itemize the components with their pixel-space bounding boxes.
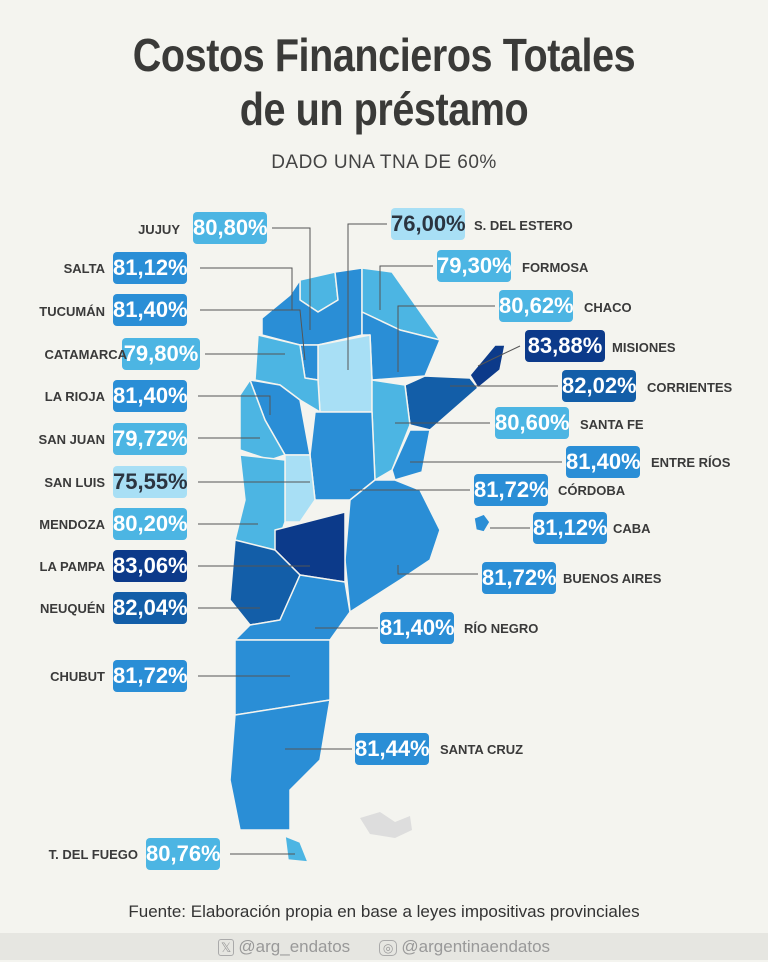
value-neuquen: 82,04% [113,592,188,624]
footer: 𝕏 @arg_endatos ◎ @argentinaendatos [0,933,768,960]
subtitle: DADO UNA TNA DE 60% [271,152,497,173]
province-san-luis [284,454,316,523]
label-salta: SALTA [63,261,105,276]
province-buenos-aires [344,479,441,613]
value-formosa: 79,30% [437,250,512,282]
malvinas-islands [360,812,412,838]
label-la-pampa: LA PAMPA [39,559,105,574]
value-buenos-aires: 81,72% [482,562,557,594]
label-misiones: MISIONES [612,340,676,355]
instagram-text: @argentinaendatos [401,937,551,956]
value-la-rioja: 81,40% [113,380,188,412]
label-jujuy: JUJUY [138,222,180,237]
province-cordoba [309,411,376,501]
value-santa-fe: 80,60% [495,407,570,439]
value-entre-rios: 81,40% [566,446,641,478]
label-cordoba: CÓRDOBA [558,483,626,498]
value-rio-negro: 81,40% [380,612,455,644]
instagram-handle[interactable]: ◎ @argentinaendatos [378,937,551,956]
label-santa-fe: SANTA FE [580,417,644,432]
value-mendoza: 80,20% [113,508,188,540]
instagram-icon: ◎ [378,940,398,956]
value-santa-cruz: 81,44% [355,733,430,765]
province-tierra-del-fuego [284,835,309,863]
label-buenos-aires: BUENOS AIRES [563,571,662,586]
label-entre-rios: ENTRE RÍOS [651,455,731,470]
title-line-1: Costos Financieros Totales [132,29,636,81]
value-salta: 81,12% [113,252,188,284]
label-san-juan: SAN JUAN [38,432,105,447]
province-caba [473,513,491,533]
province-santa-cruz [229,699,331,831]
label-formosa: FORMOSA [522,260,589,275]
value-chubut: 81,72% [113,660,188,692]
title-line-2: de un préstamo [239,83,529,135]
label-san-luis: SAN LUIS [44,475,105,490]
label-mendoza: MENDOZA [39,517,105,532]
province-entre-rios [391,429,431,481]
value-misiones: 83,88% [525,330,605,362]
leader-lines [198,223,562,855]
page-title: Costos Financieros Totales de un préstamo [54,28,714,136]
label-rio-negro: RÍO NEGRO [464,621,539,636]
label-tucuman: TUCUMÁN [39,304,105,319]
label-la-rioja: LA RIOJA [44,389,105,404]
province-santiago-del-estero [317,334,373,413]
value-chaco: 80,62% [499,290,574,322]
value-caba: 81,12% [533,512,608,544]
label-neuquen: NEUQUÉN [39,601,105,616]
value-tucuman: 81,40% [113,294,188,326]
twitter-handle[interactable]: 𝕏 @arg_endatos [217,937,351,956]
province-corrientes [404,375,479,431]
value-san-luis: 75,55% [113,466,188,498]
value-jujuy: 80,80% [193,212,268,244]
value-cordoba: 81,72% [474,474,549,506]
x-logo-icon: 𝕏 [217,939,235,956]
label-santiago-del-estero: S. DEL ESTERO [474,218,573,233]
label-chubut: CHUBUT [50,669,105,684]
twitter-text: @arg_endatos [238,937,351,956]
label-santa-cruz: SANTA CRUZ [440,742,524,757]
province-misiones [469,344,506,389]
label-corrientes: CORRIENTES [647,380,733,395]
label-catamarca: CATAMARCA [44,347,127,362]
value-tierra-del-fuego: 80,76% [146,838,221,870]
label-chaco: CHACO [584,300,632,315]
value-corrientes: 82,02% [562,370,637,402]
label-tierra-del-fuego: T. DEL FUEGO [48,847,138,862]
value-la-pampa: 83,06% [113,550,188,582]
value-catamarca: 79,80% [122,338,200,370]
value-san-juan: 79,72% [113,423,188,455]
value-santiago-del-estero: 76,00% [391,208,466,240]
label-caba: CABA [613,521,651,536]
province-chaco [361,311,441,381]
source-note: Fuente: Elaboración propia en base a ley… [128,902,640,921]
